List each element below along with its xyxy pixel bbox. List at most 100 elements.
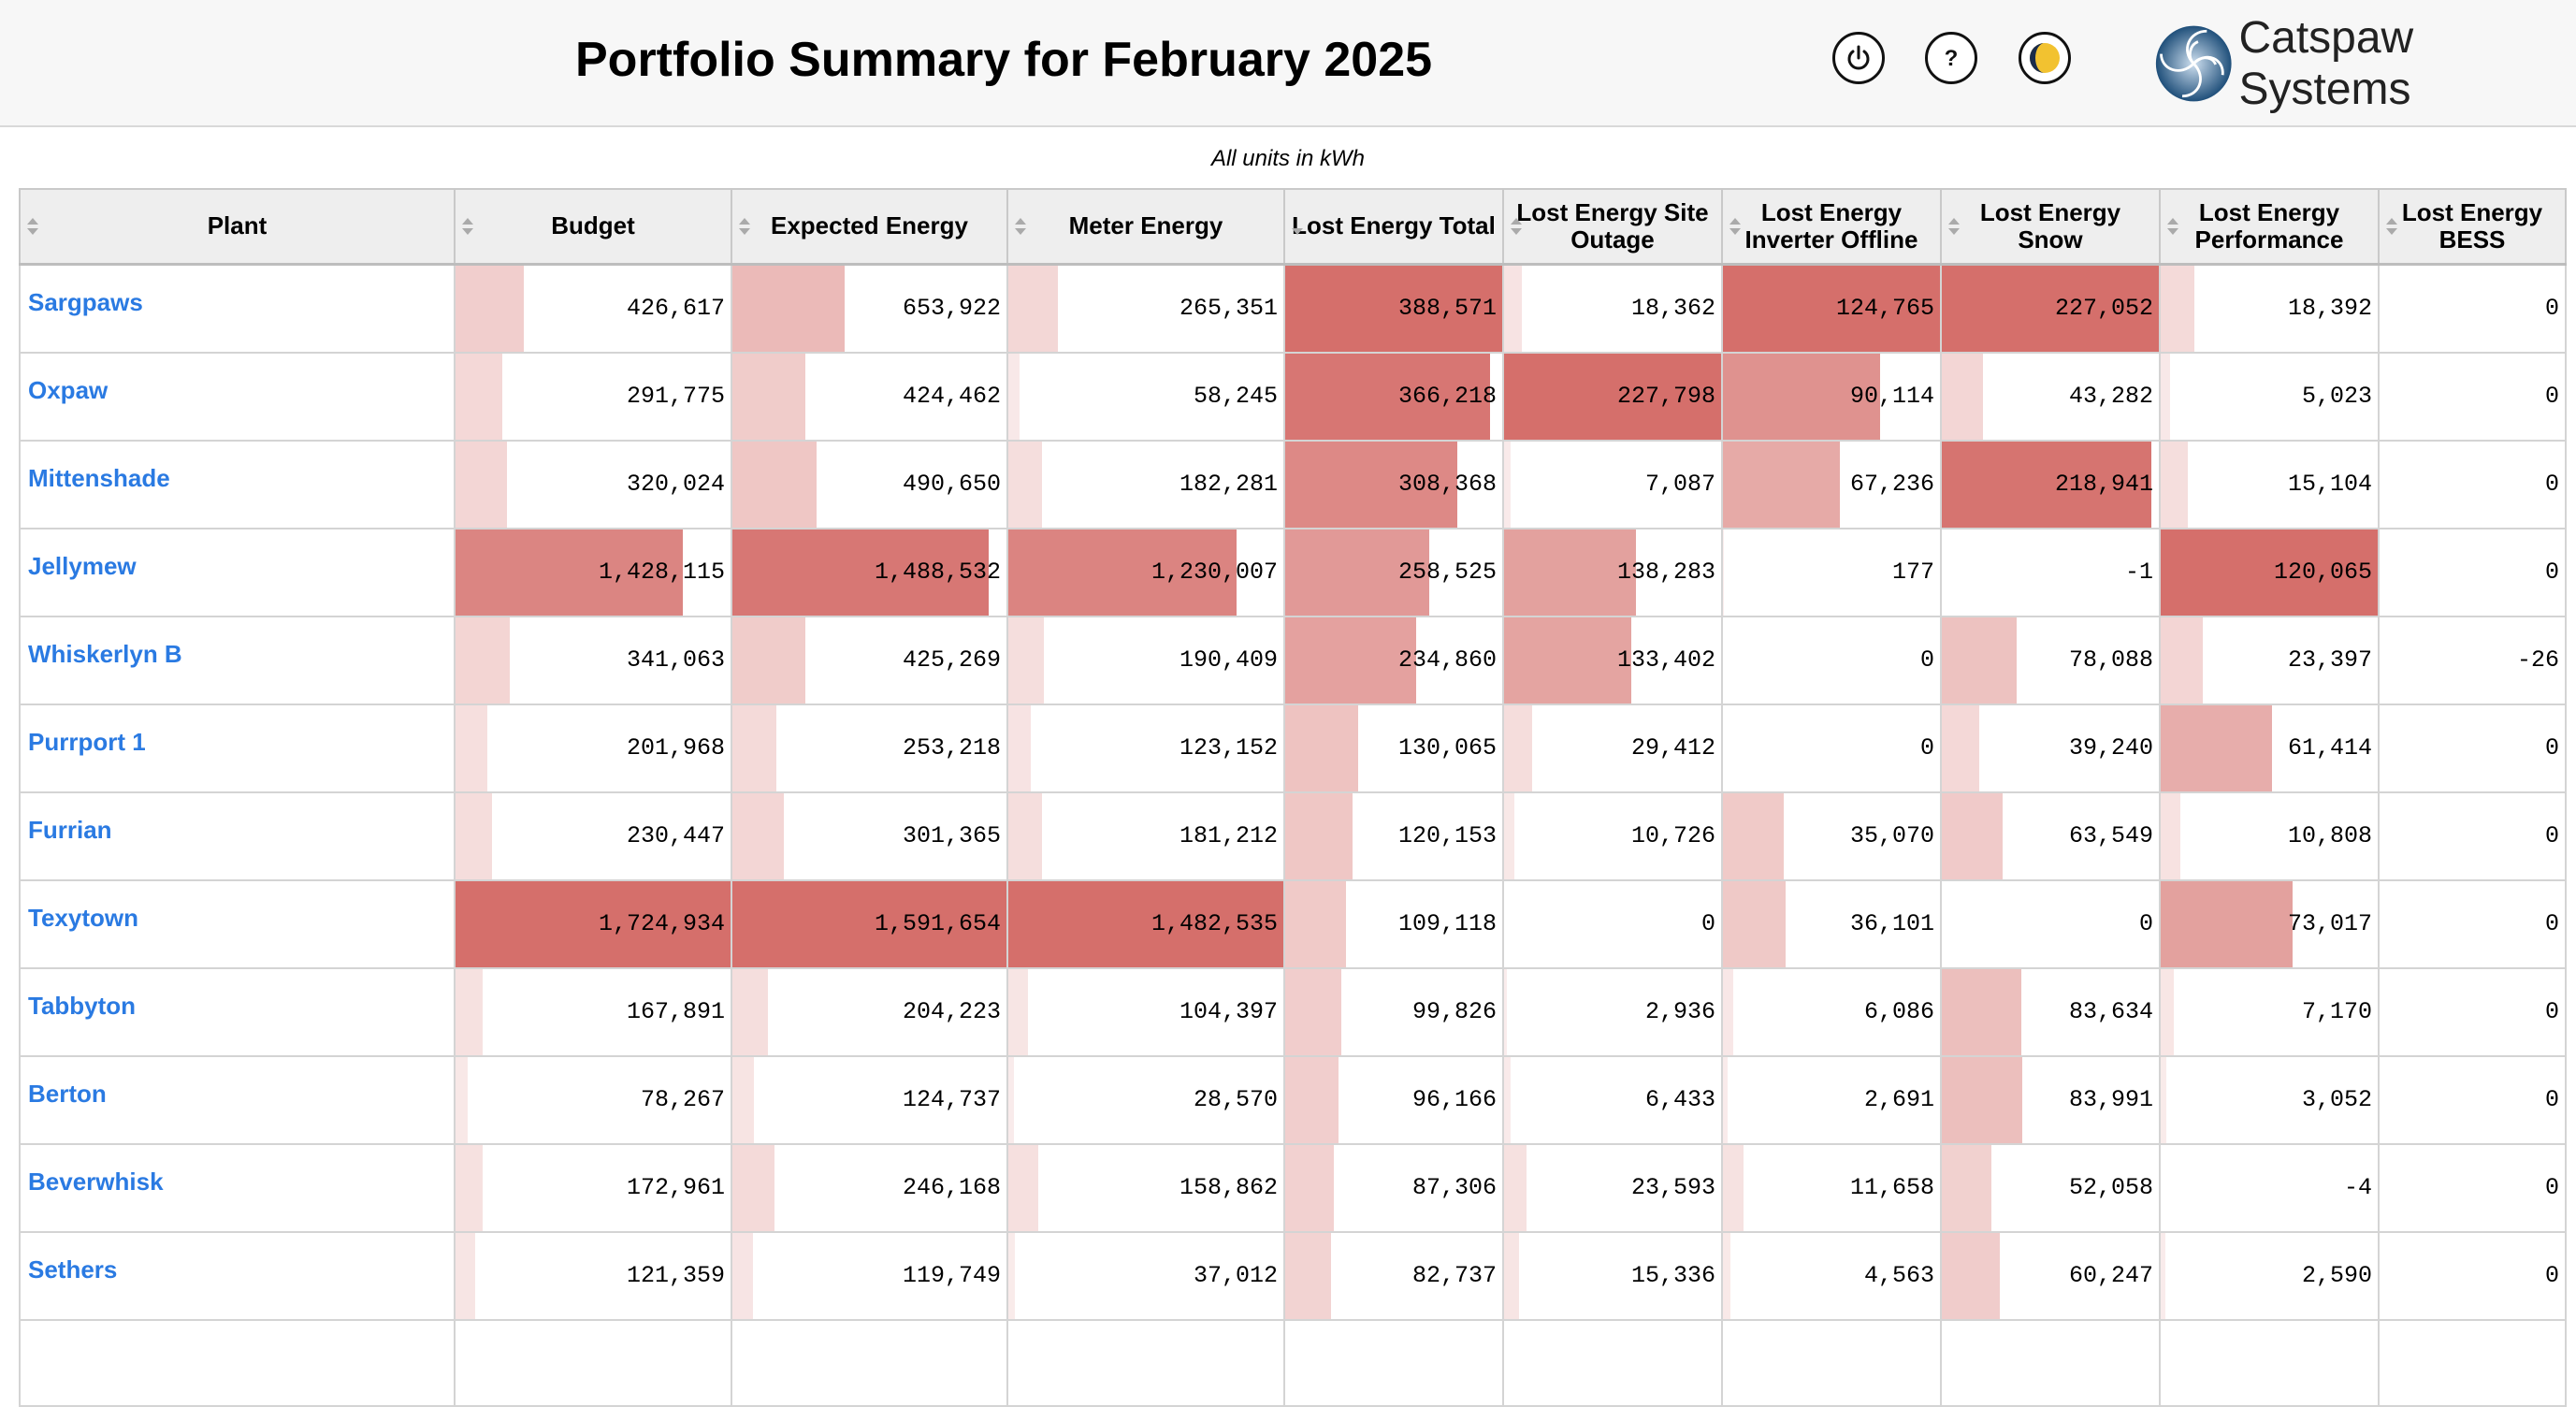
column-header-3[interactable]: Meter Energy <box>1007 189 1284 264</box>
value-cell: 0 <box>2379 704 2566 792</box>
value-cell: 190,409 <box>1007 616 1284 704</box>
plant-link[interactable]: Texytown <box>28 904 138 932</box>
cell-value: 6,086 <box>1723 969 1940 1055</box>
sort-icon[interactable] <box>738 216 751 237</box>
column-header-2[interactable]: Expected Energy <box>731 189 1007 264</box>
cell-value: 11,658 <box>1723 1145 1940 1231</box>
cell-value: 109,118 <box>1285 881 1502 967</box>
cell-value: 204,223 <box>732 969 1006 1055</box>
cell-value: 82,737 <box>1285 1233 1502 1319</box>
plant-link[interactable]: Purrport 1 <box>28 728 146 756</box>
cell-value: 653,922 <box>732 266 1006 352</box>
sort-icon[interactable] <box>26 216 39 237</box>
sort-icon[interactable] <box>2166 216 2179 237</box>
column-header-label: Lost Energy BESS <box>2402 198 2542 254</box>
column-header-4[interactable]: Lost Energy Total <box>1284 189 1503 264</box>
plant-link[interactable]: Whiskerlyn B <box>28 640 182 668</box>
value-cell: 83,991 <box>1941 1056 2160 1144</box>
cell-value: 218,941 <box>1942 442 2159 528</box>
cell-value: 96,166 <box>1285 1057 1502 1143</box>
sort-desc-icon[interactable] <box>1291 216 1304 237</box>
plant-link[interactable]: Mittenshade <box>28 464 170 492</box>
sort-icon[interactable] <box>1510 216 1523 237</box>
cell-value: 1,428,115 <box>456 529 731 616</box>
value-cell: 425,269 <box>731 616 1007 704</box>
power-button[interactable] <box>1832 32 1885 84</box>
cell-value: 5,023 <box>2161 354 2378 440</box>
value-cell: 201,968 <box>455 704 731 792</box>
cell-value: 23,397 <box>2161 617 2378 704</box>
value-cell <box>1284 1320 1503 1406</box>
plant-cell: Whiskerlyn B <box>20 616 455 704</box>
cell-value: 4,563 <box>1723 1233 1940 1319</box>
plant-link[interactable]: Jellymew <box>28 552 137 580</box>
value-cell: 181,212 <box>1007 792 1284 880</box>
cell-value: 18,392 <box>2161 266 2378 352</box>
cell-value: 182,281 <box>1008 442 1283 528</box>
plant-link[interactable]: Beverwhisk <box>28 1168 164 1196</box>
plant-link[interactable]: Tabbyton <box>28 992 136 1020</box>
sort-icon[interactable] <box>461 216 474 237</box>
column-header-6[interactable]: Lost Energy Inverter Offline <box>1722 189 1941 264</box>
value-cell: 366,218 <box>1284 353 1503 441</box>
power-icon <box>1845 44 1873 72</box>
plant-cell: Mittenshade <box>20 441 455 529</box>
cell-value: 83,634 <box>1942 969 2159 1055</box>
value-cell: 4,563 <box>1722 1232 1941 1320</box>
column-header-1[interactable]: Budget <box>455 189 731 264</box>
column-header-8[interactable]: Lost Energy Performance <box>2160 189 2379 264</box>
value-cell: 29,412 <box>1503 704 1722 792</box>
cell-value: 0 <box>2380 266 2565 352</box>
plant-link[interactable]: Furrian <box>28 816 112 844</box>
value-cell: 83,634 <box>1941 968 2160 1056</box>
value-cell: -26 <box>2379 616 2566 704</box>
sort-icon[interactable] <box>2385 216 2398 237</box>
plant-link[interactable]: Sargpaws <box>28 288 143 316</box>
cell-value: 424,462 <box>732 354 1006 440</box>
value-cell: 167,891 <box>455 968 731 1056</box>
sort-icon[interactable] <box>1729 216 1742 237</box>
cell-value: 124,737 <box>732 1057 1006 1143</box>
help-button[interactable]: ? <box>1925 32 1977 84</box>
value-cell: 124,737 <box>731 1056 1007 1144</box>
plant-link[interactable]: Berton <box>28 1080 107 1108</box>
cell-value: -4 <box>2161 1145 2378 1231</box>
cell-value: 0 <box>2380 881 2565 967</box>
cell-value: 0 <box>1942 881 2159 967</box>
plant-link[interactable]: Oxpaw <box>28 376 108 404</box>
cell-value: 490,650 <box>732 442 1006 528</box>
column-header-5[interactable]: Lost Energy Site Outage <box>1503 189 1722 264</box>
cell-value: 201,968 <box>456 705 731 791</box>
value-cell: 123,152 <box>1007 704 1284 792</box>
cell-value: 158,862 <box>1008 1145 1283 1231</box>
cell-value: 1,230,007 <box>1008 529 1283 616</box>
value-cell: 0 <box>2379 1056 2566 1144</box>
value-cell: 230,447 <box>455 792 731 880</box>
value-cell: 0 <box>2379 441 2566 529</box>
cell-value: 234,860 <box>1285 617 1502 704</box>
column-header-label: Expected Energy <box>771 211 968 239</box>
cell-value: 99,826 <box>1285 969 1502 1055</box>
cell-value: 61,414 <box>2161 705 2378 791</box>
value-cell: 0 <box>2379 792 2566 880</box>
column-header-7[interactable]: Lost Energy Snow <box>1941 189 2160 264</box>
column-header-label: Meter Energy <box>1069 211 1223 239</box>
sort-icon[interactable] <box>1014 216 1027 237</box>
column-header-label: Lost Energy Inverter Offline <box>1745 198 1918 254</box>
cell-value: 10,726 <box>1504 793 1721 879</box>
plant-link[interactable]: Sethers <box>28 1255 117 1284</box>
column-header-9[interactable]: Lost Energy BESS <box>2379 189 2566 264</box>
cell-value: 253,218 <box>732 705 1006 791</box>
cell-value: -26 <box>2380 617 2565 704</box>
theme-toggle-button[interactable] <box>2019 32 2071 84</box>
column-header-label: Lost Energy Site Outage <box>1516 198 1708 254</box>
sort-icon[interactable] <box>1947 216 1961 237</box>
column-header-0[interactable]: Plant <box>20 189 455 264</box>
